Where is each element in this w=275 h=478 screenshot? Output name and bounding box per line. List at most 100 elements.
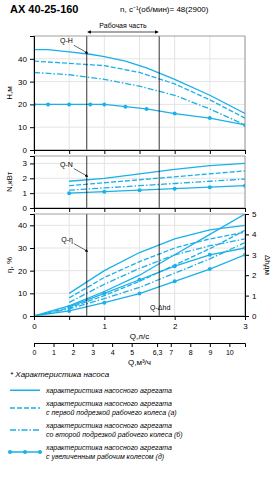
series-marker (208, 253, 212, 257)
tick: 3 (243, 316, 248, 331)
grid (34, 156, 245, 208)
tick: 30 (18, 78, 34, 87)
series-marker (67, 102, 71, 106)
tick-mark (30, 293, 34, 294)
tick: 2 (23, 174, 34, 183)
tick-mark (34, 343, 35, 347)
tick-mark (157, 343, 158, 347)
tick: 10 (18, 123, 34, 132)
tick-mark (30, 193, 34, 194)
tick (140, 150, 141, 154)
tick-mark (112, 343, 113, 347)
tick-label: 1 (52, 349, 56, 356)
tick-label: 10 (226, 349, 234, 356)
tick-mark (210, 150, 211, 154)
y2-axis: 012345 (245, 210, 257, 321)
caption: * Характеристика насоса (10, 370, 110, 379)
tick-label: 20 (18, 100, 27, 109)
y-axis: 010203040 (18, 37, 34, 156)
title: АХ 40-25-160 (10, 3, 79, 15)
tick-label: 10 (18, 123, 27, 132)
tick-mark (140, 208, 141, 212)
grid-line (104, 214, 105, 316)
working-zone-line (159, 214, 160, 316)
tick: 0 (245, 312, 257, 321)
grid-line (34, 270, 245, 271)
tick-label: 3 (91, 349, 95, 356)
working-zone-line (86, 214, 87, 316)
plot-area (34, 36, 245, 150)
tick: 2 (245, 271, 257, 280)
tick: 10 (226, 343, 234, 356)
tick-mark (93, 343, 94, 347)
legend-label-line: с увеличенным рабочим колесом (д) (46, 453, 164, 461)
axis-line (35, 317, 246, 321)
tick-mark (30, 225, 34, 226)
tick: 40 (18, 221, 34, 230)
tick-label: 0 (252, 312, 257, 321)
x2-axis: 0123456,378910 (33, 343, 246, 356)
tick-mark (132, 343, 133, 347)
tick-mark (30, 59, 34, 60)
y2-axis-title: Δhдм (263, 255, 272, 275)
grid-line (34, 225, 245, 226)
legend: характеристика насосного агрегатахаракте… (8, 387, 183, 461)
grid-line (34, 193, 245, 194)
tick-mark (245, 275, 249, 276)
legend-label-line: со второй подрезкой рабочего колеса (б) (46, 431, 183, 439)
tick: 1 (52, 343, 56, 356)
tick: 5 (245, 210, 257, 219)
tick-mark (245, 234, 249, 235)
axis-line (246, 215, 250, 317)
tick-mark (30, 248, 34, 249)
y-axis-title: Н,м (5, 86, 14, 100)
tick-label: 40 (18, 221, 27, 230)
tick-mark (69, 150, 70, 154)
series-line (69, 239, 245, 302)
series-marker (173, 187, 177, 191)
legend-item: характеристика насосного агрегатасо втор… (10, 422, 183, 439)
tick-mark (210, 316, 211, 320)
tick: 7 (169, 343, 173, 356)
axis-line (30, 157, 35, 209)
legend-label: характеристика насосного агрегатас увели… (45, 444, 172, 461)
tick-label: 2 (252, 271, 257, 280)
tick-mark (104, 150, 105, 154)
series-line (69, 186, 245, 193)
legend-item: характеристика насосного агрегатас перво… (10, 400, 177, 417)
tick (245, 150, 246, 154)
plot-area (67, 156, 245, 208)
legend-label-line: характеристика насосного агрегата (45, 444, 172, 452)
tick: 5 (130, 343, 134, 356)
tick-mark (175, 316, 176, 320)
tick (140, 208, 141, 212)
tick-mark (30, 178, 34, 179)
tick-label: 0 (33, 349, 37, 356)
tick-label: 30 (18, 244, 27, 253)
axis-line (35, 151, 246, 155)
grid-line (139, 214, 140, 316)
legend-label-line: характеристика насосного агрегата (45, 387, 172, 395)
tick-mark (30, 208, 34, 209)
working-zone-line (86, 156, 87, 208)
tick (34, 150, 35, 154)
tick (34, 208, 35, 212)
series-marker (102, 102, 106, 106)
tick (69, 316, 70, 320)
grid-line (69, 214, 70, 316)
legend-label: характеристика насосного агрегатасо втор… (45, 422, 183, 439)
grid-line (34, 81, 245, 82)
legend-swatch-marker (38, 450, 42, 454)
tick-mark (30, 82, 34, 83)
annotation: Q-N (60, 161, 73, 169)
legend-swatch-marker (8, 450, 12, 454)
tick-label: 5 (130, 349, 134, 356)
annotation: Q-H (60, 37, 73, 45)
tick: 3 (91, 343, 95, 356)
grid-line (104, 36, 105, 150)
tick-mark (210, 208, 211, 212)
series-marker (102, 190, 106, 194)
legend-label-line: характеристика насосного агрегата (45, 422, 172, 430)
tick-mark (34, 208, 35, 212)
series-marker (102, 301, 106, 305)
